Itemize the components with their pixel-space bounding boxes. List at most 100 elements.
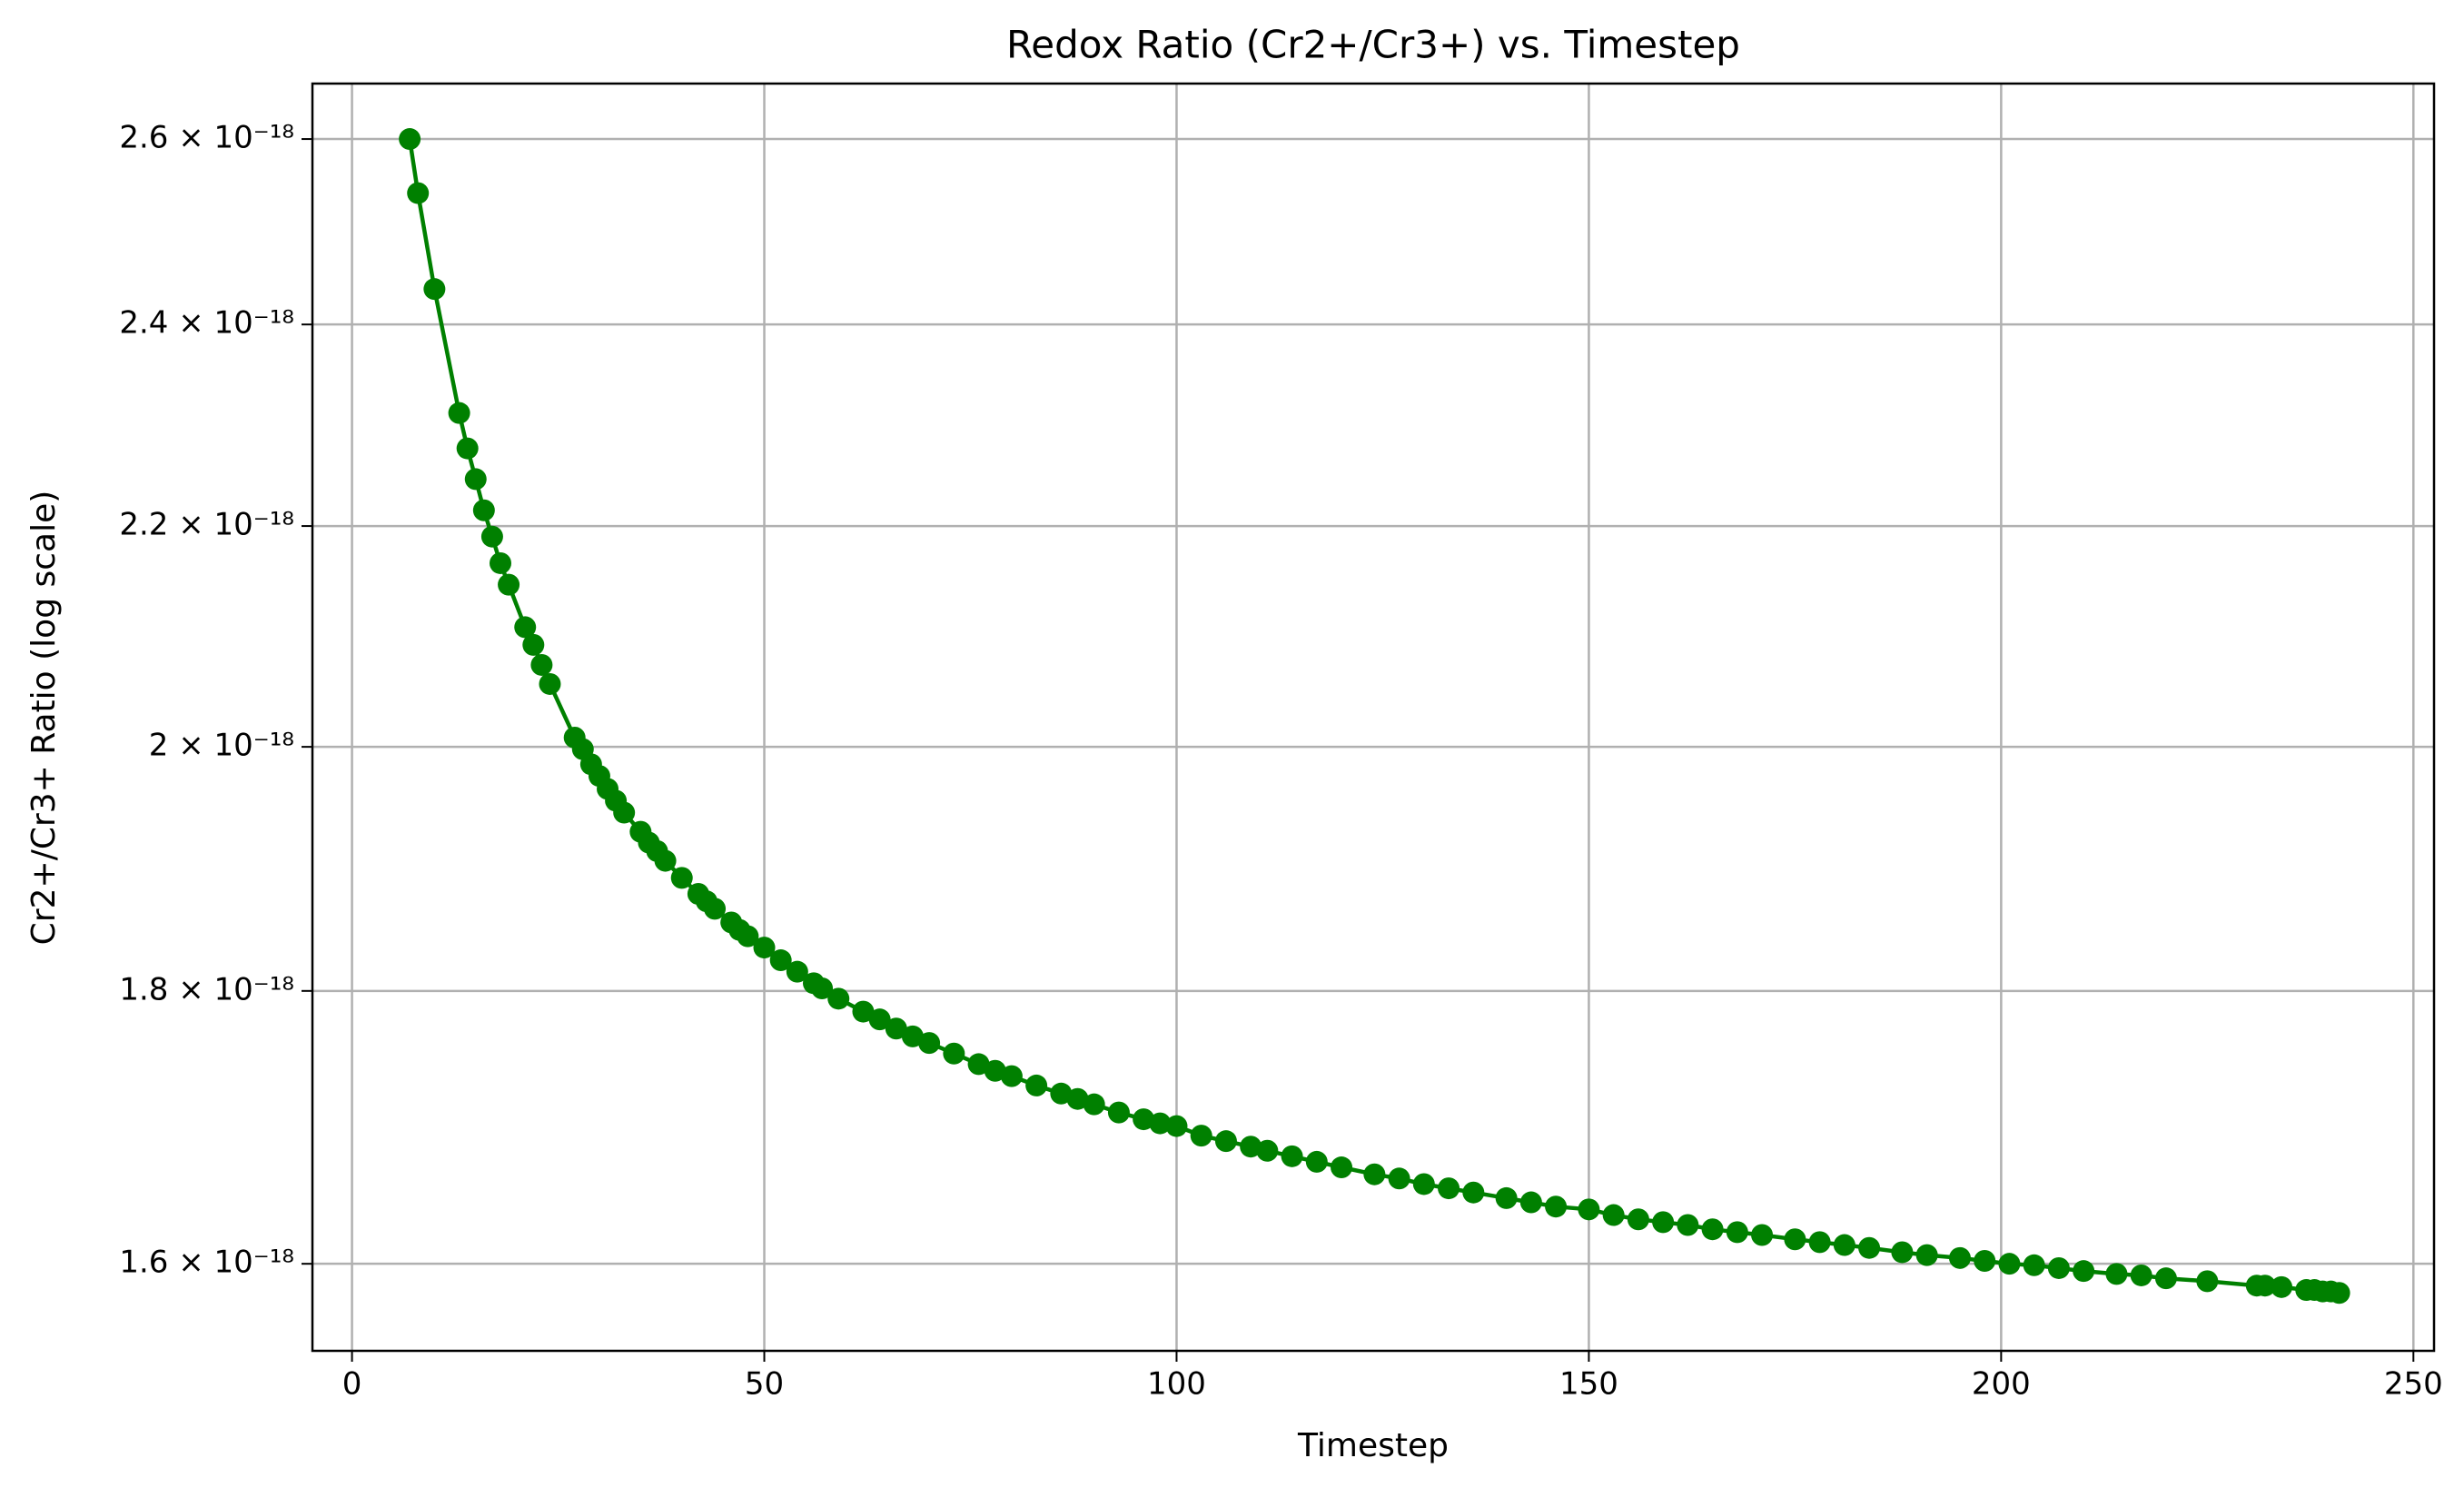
data-point — [2253, 1275, 2276, 1297]
plot-frame — [311, 82, 2436, 1353]
data-point — [868, 1008, 891, 1031]
data-point — [1891, 1241, 1914, 1264]
data-point — [2073, 1260, 2095, 1283]
data-point — [407, 182, 430, 204]
data-point — [1438, 1177, 1460, 1200]
data-point — [1519, 1191, 1542, 1214]
data-point — [918, 1032, 941, 1055]
data-point — [1240, 1136, 1262, 1158]
data-point — [2130, 1264, 2152, 1286]
data-point — [1281, 1145, 1303, 1167]
data-point — [2196, 1270, 2219, 1293]
y-tick-label: 2.4 × 10⁻¹⁸ — [119, 305, 294, 342]
y-tick-label: 2.2 × 10⁻¹⁸ — [119, 507, 294, 543]
data-point — [984, 1059, 1006, 1082]
data-point — [885, 1017, 907, 1040]
data-point — [480, 525, 503, 548]
data-point — [1726, 1221, 1748, 1244]
data-point — [456, 437, 479, 460]
data-point — [1388, 1167, 1410, 1190]
data-point — [1066, 1087, 1089, 1110]
data-point — [1915, 1244, 1938, 1266]
data-point — [530, 653, 553, 676]
data-point — [1000, 1065, 1023, 1087]
data-point — [1331, 1156, 1353, 1179]
data-point — [448, 402, 470, 424]
data-point — [498, 573, 520, 596]
data-point — [852, 1000, 875, 1023]
data-point — [2154, 1267, 2177, 1290]
data-point — [1652, 1211, 1675, 1234]
data-point — [753, 937, 776, 959]
data-point — [654, 849, 677, 872]
data-point — [737, 925, 759, 947]
data-point — [670, 867, 693, 889]
data-point — [1627, 1208, 1649, 1231]
data-point — [769, 949, 792, 972]
data-point — [1256, 1139, 1279, 1162]
data-point — [1602, 1204, 1625, 1226]
data-point — [514, 616, 537, 639]
data-point — [1190, 1125, 1212, 1147]
data-point — [539, 672, 561, 695]
data-point — [1050, 1082, 1073, 1105]
data-point — [1495, 1186, 1518, 1209]
data-point — [1214, 1130, 1237, 1153]
data-line — [407, 138, 2340, 1295]
data-point — [901, 1025, 924, 1047]
data-point — [489, 551, 511, 574]
data-point — [1149, 1112, 1172, 1135]
x-tick-label: 150 — [1559, 1366, 1618, 1403]
x-tick-label: 0 — [342, 1366, 362, 1403]
data-point — [786, 960, 808, 983]
data-point — [1165, 1115, 1188, 1137]
data-point — [2047, 1256, 2070, 1279]
x-tick-label: 200 — [1972, 1366, 2031, 1403]
data-point — [1578, 1198, 1600, 1221]
data-point — [1998, 1253, 2021, 1275]
data-point — [1083, 1093, 1105, 1116]
data-point — [827, 987, 850, 1010]
data-point — [2105, 1263, 2128, 1285]
data-point — [2328, 1282, 2350, 1304]
data-point — [464, 468, 487, 491]
x-tick-label: 50 — [745, 1366, 784, 1403]
data-point — [1462, 1181, 1485, 1204]
data-point — [1412, 1173, 1435, 1195]
data-point — [1133, 1108, 1155, 1131]
y-tick-label: 2.6 × 10⁻¹⁸ — [119, 120, 294, 156]
y-axis-label: Cr2+/Cr3+ Ratio (log scale) — [25, 491, 63, 946]
data-point — [1948, 1246, 1971, 1269]
data-point — [943, 1042, 965, 1065]
y-tick-label: 2 × 10⁻¹⁸ — [149, 728, 294, 764]
data-point — [522, 633, 545, 656]
data-point — [399, 128, 421, 151]
chart-title: Redox Ratio (Cr2+/Cr3+) vs. Timestep — [1006, 23, 1740, 67]
data-point — [1701, 1218, 1724, 1241]
x-tick-label: 100 — [1147, 1366, 1206, 1403]
data-point — [1974, 1249, 1996, 1272]
data-point — [1025, 1074, 1048, 1096]
data-point — [2023, 1254, 2045, 1276]
data-point — [1677, 1214, 1699, 1236]
data-point — [1107, 1101, 1130, 1124]
data-point — [1784, 1228, 1806, 1251]
data-point — [1363, 1163, 1386, 1185]
data-point — [811, 977, 834, 999]
data-point — [423, 278, 446, 301]
data-point — [472, 499, 495, 521]
x-axis-label: Timestep — [1297, 1427, 1449, 1464]
data-point — [613, 801, 636, 824]
data-point — [2271, 1275, 2293, 1298]
data-point — [967, 1053, 990, 1076]
data-point — [1858, 1236, 1881, 1259]
data-point — [1305, 1150, 1328, 1173]
data-point — [1751, 1224, 1774, 1246]
data-point — [704, 898, 727, 920]
y-tick-label: 1.6 × 10⁻¹⁸ — [119, 1245, 294, 1281]
data-point — [1545, 1195, 1568, 1218]
data-point — [1808, 1231, 1831, 1254]
y-tick-label: 1.8 × 10⁻¹⁸ — [119, 971, 294, 1007]
